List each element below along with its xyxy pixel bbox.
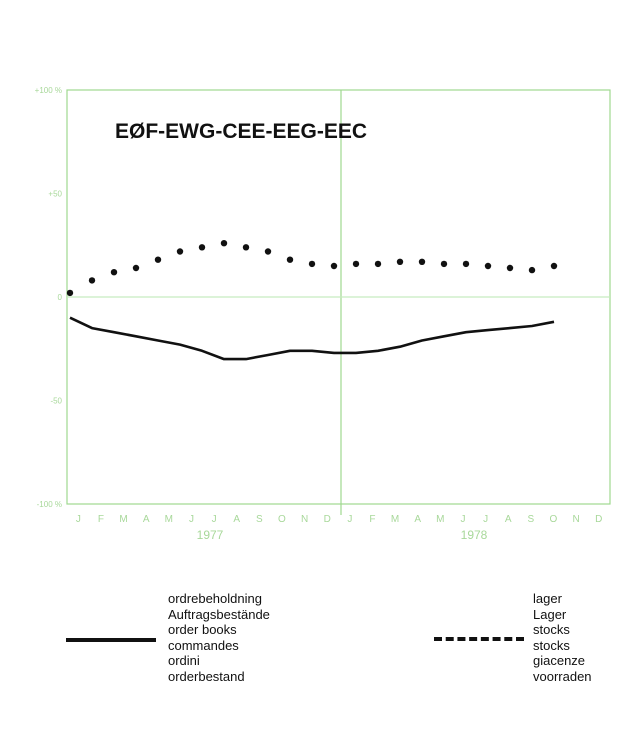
stocks-point-13	[352, 260, 360, 268]
x-tick-label-4: M	[165, 514, 173, 525]
year-labels: 1977 1978	[197, 528, 488, 542]
legend-dashed-line-sample	[434, 637, 524, 641]
x-tick-label-14: M	[391, 514, 399, 525]
x-tick-label-18: J	[483, 514, 488, 525]
stocks-point-6	[198, 244, 206, 251]
stocks-point-11	[308, 260, 316, 268]
y-tick-label-0: +100 %	[35, 86, 62, 95]
legend-label-de: Auftragsbestände	[168, 606, 270, 622]
stocks-point-14	[374, 260, 382, 268]
stocks-point-1	[88, 277, 96, 284]
stocks-point-8	[242, 244, 250, 251]
stocks-point-15	[396, 258, 404, 265]
x-tick-label-2: M	[119, 514, 127, 525]
stocks-point-7	[220, 240, 228, 247]
y-tick-label-2: 0	[58, 293, 63, 302]
stocks-point-4	[154, 256, 162, 263]
legend-label-nl: voorraden	[533, 668, 592, 684]
x-tick-label-20: S	[527, 514, 534, 525]
stocks-point-12	[330, 262, 338, 270]
order-books-line	[69, 316, 555, 361]
x-tick-label-16: M	[436, 514, 444, 525]
legend-label-en: order books	[168, 622, 237, 637]
stocks-point-18	[462, 260, 470, 268]
chart: EØF-EWG-CEE-EEG-EEC +100 %+500-50-100 % …	[35, 86, 611, 542]
chart-title: EØF-EWG-CEE-EEG-EEC	[115, 120, 367, 143]
stocks-dots	[66, 240, 558, 297]
stocks-point-19	[484, 262, 492, 270]
x-tick-label-22: N	[572, 514, 579, 525]
x-tick-label-12: J	[347, 514, 352, 525]
stocks-point-0	[66, 289, 74, 297]
stocks-point-20	[506, 264, 514, 272]
x-tick-label-6: J	[212, 514, 217, 525]
x-tick-label-17: J	[460, 514, 465, 525]
y-tick-label-3: -50	[50, 397, 62, 406]
legend-label-fr: commandes	[168, 637, 239, 653]
stocks-point-2	[110, 269, 118, 276]
x-tick-label-10: N	[301, 514, 308, 525]
year-label-1: 1978	[461, 528, 488, 542]
x-tick-label-15: A	[414, 514, 421, 525]
x-tick-label-3: A	[143, 514, 150, 525]
legend-solid-line-sample	[66, 638, 156, 642]
x-tick-label-21: O	[550, 514, 558, 525]
stocks-point-3	[132, 264, 140, 272]
y-tick-label-4: -100 %	[37, 500, 62, 509]
x-tick-label-8: S	[256, 514, 263, 525]
legend-label-it: ordini	[168, 653, 200, 668]
legend-label-de: Lager	[533, 606, 567, 622]
x-tick-label-11: D	[324, 514, 331, 525]
year-label-0: 1977	[197, 528, 224, 542]
stocks-point-9	[264, 248, 272, 255]
legend-label-da: lager	[533, 591, 562, 606]
legend-label-da: ordrebeholdning	[168, 591, 262, 606]
y-tick-label-1: +50	[48, 190, 62, 199]
legend-stocks: lager Lager stocks stocks giacenze voorr…	[533, 591, 592, 684]
x-tick-label-13: F	[369, 514, 375, 525]
legend-order-books: ordrebeholdning Auftragsbestände order b…	[168, 591, 270, 684]
stocks-point-16	[418, 258, 426, 265]
x-tick-label-7: A	[233, 514, 240, 525]
x-tick-label-19: A	[505, 514, 512, 525]
legend-label-en: stocks	[533, 622, 570, 637]
x-tick-label-9: O	[278, 514, 286, 525]
x-tick-label-5: J	[189, 514, 194, 525]
stocks-point-17	[440, 260, 448, 268]
x-tick-label-23: D	[595, 514, 602, 525]
stocks-point-21	[528, 266, 536, 274]
stocks-point-5	[176, 248, 184, 255]
stocks-point-10	[286, 256, 294, 263]
x-tick-label-0: J	[76, 514, 81, 525]
x-tick-label-1: F	[98, 514, 104, 525]
stocks-point-22	[550, 262, 558, 270]
y-tick-labels: +100 % +50 0 -50 -100 %	[35, 86, 63, 509]
legend-label-fr: stocks	[533, 637, 570, 653]
legend-label-it: giacenze	[533, 653, 586, 668]
legend-label-nl: orderbestand	[168, 668, 245, 684]
